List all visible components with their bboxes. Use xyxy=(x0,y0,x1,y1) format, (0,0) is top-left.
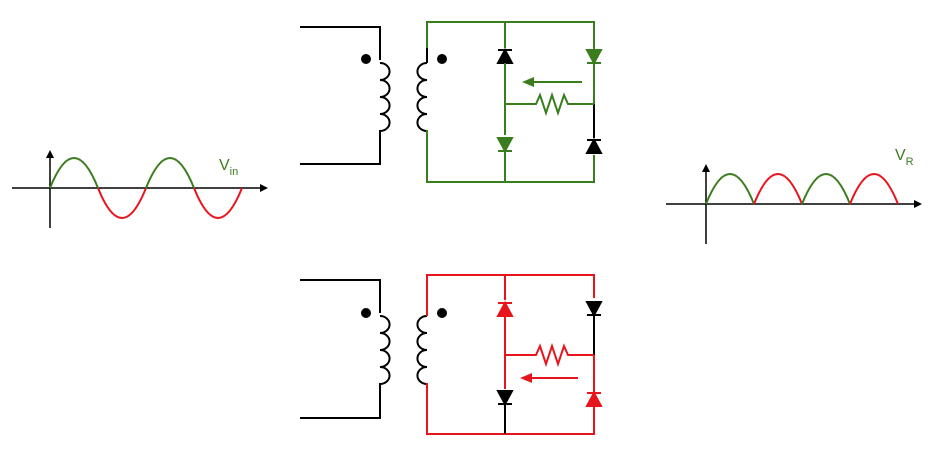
secondary-bottom-wire-2 xyxy=(426,383,595,435)
secondary-bottom-wire xyxy=(426,130,595,183)
input-negative-half-2 xyxy=(193,187,243,219)
diode-d3 xyxy=(496,137,514,154)
primary-coil-2 xyxy=(379,315,391,385)
current-arrowhead-negative xyxy=(520,373,532,383)
input-positive-half-1 xyxy=(49,157,99,189)
diode-d2-2 xyxy=(585,301,603,318)
output-hump-4 xyxy=(849,173,899,205)
diode-d4-2 xyxy=(585,390,603,407)
primary-upper-lead-2 xyxy=(300,279,381,313)
primary-lower-lead-2 xyxy=(300,383,381,419)
diode-d2 xyxy=(585,49,603,66)
load-resistor-2 xyxy=(505,342,594,368)
secondary-coil xyxy=(416,62,428,132)
load-resistor xyxy=(505,91,594,117)
primary-winding-leads xyxy=(300,26,381,60)
secondary-coil-2 xyxy=(416,315,428,385)
diode-d3-2 xyxy=(496,390,514,407)
input-voltage-label: Vin xyxy=(219,157,238,178)
primary-polarity-dot xyxy=(361,54,371,64)
diode-d1 xyxy=(496,47,514,64)
output-voltage-label: VR xyxy=(895,147,914,168)
primary-polarity-dot-2 xyxy=(361,308,371,318)
output-hump-2 xyxy=(753,173,803,205)
primary-lower-lead xyxy=(300,130,381,165)
output-hump-1 xyxy=(705,173,755,205)
diode-d1-2 xyxy=(496,300,514,317)
input-waveform-plot: Vin xyxy=(12,150,268,228)
current-arrowhead-positive xyxy=(522,77,534,87)
output-hump-3 xyxy=(801,173,851,205)
bridge-circuit-negative xyxy=(300,274,603,435)
input-positive-half-2 xyxy=(145,157,195,189)
primary-coil xyxy=(379,62,391,132)
secondary-top-wire xyxy=(426,21,595,50)
secondary-polarity-dot xyxy=(437,54,447,64)
output-waveform-plot: VR xyxy=(666,147,922,244)
diode-d4 xyxy=(585,137,603,154)
bridge-circuit-positive xyxy=(300,21,603,183)
input-negative-half-1 xyxy=(97,187,147,219)
secondary-polarity-dot-2 xyxy=(437,308,447,318)
secondary-top-wire-2 xyxy=(426,274,595,316)
